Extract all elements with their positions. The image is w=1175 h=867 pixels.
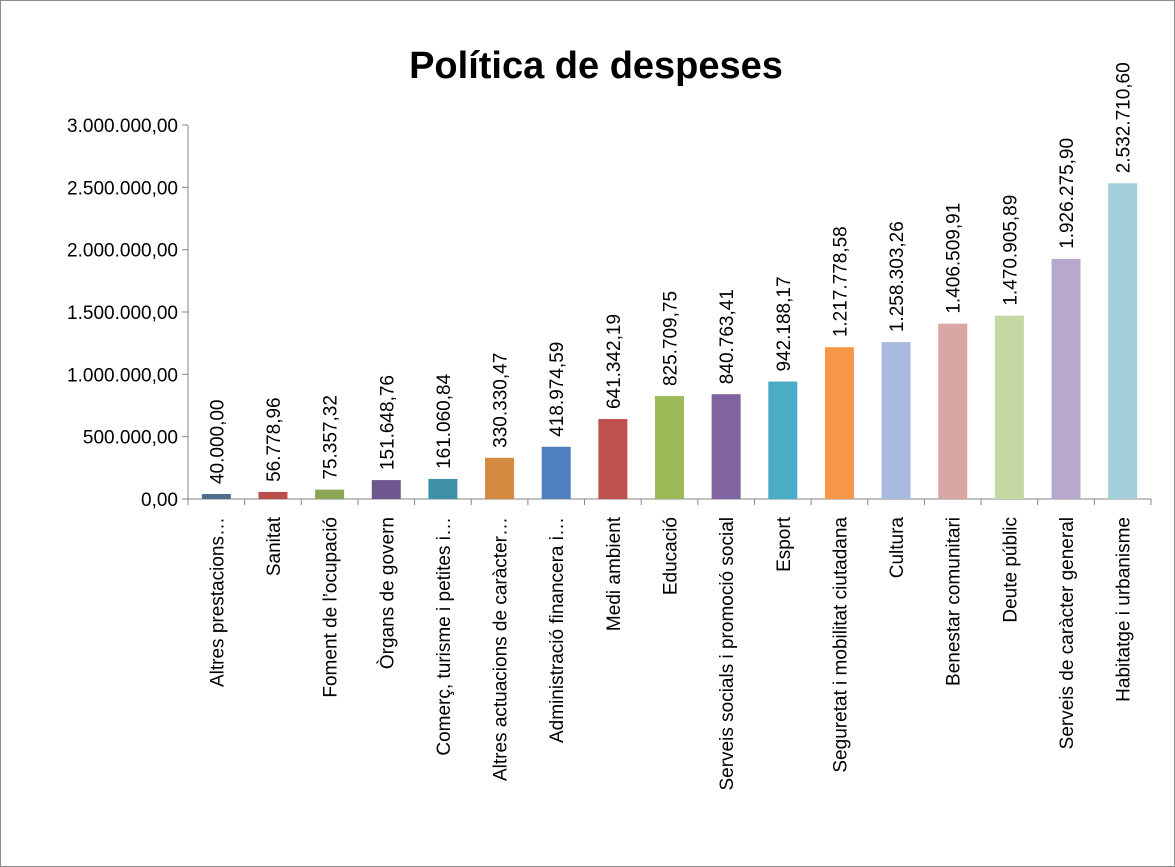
bar [994, 315, 1024, 499]
y-tick-label: 2.000.000,00 [67, 241, 178, 262]
x-tick-label: Esport [774, 516, 795, 572]
bar [1108, 183, 1138, 499]
data-label: 330.330,47 [491, 353, 512, 448]
bar [315, 489, 345, 499]
data-label: 2.532.710,60 [1114, 62, 1135, 173]
x-tick-label: Administració financera i… [547, 517, 568, 743]
bar [768, 381, 798, 499]
y-tick-label: 0,00 [141, 490, 178, 511]
bar [598, 419, 628, 499]
bars [201, 183, 1138, 499]
data-label: 161.060,84 [434, 373, 455, 469]
data-label: 1.470.905,89 [1000, 195, 1021, 306]
data-label: 40.000,00 [207, 399, 228, 484]
x-tick-label: Serveis de caràcter general [1057, 517, 1078, 749]
y-tick-label: 2.500.000,00 [67, 178, 178, 199]
bar [371, 480, 401, 499]
data-label: 1.217.778,58 [830, 226, 851, 337]
bar [258, 491, 288, 499]
data-label: 1.926.275,90 [1057, 138, 1078, 249]
y-axis: 0,00 500.000,00 1.000.000,00 1.500.000,00 2.… [67, 116, 189, 511]
x-tick-labels: Altres prestacions… Sanitat Foment de l’oc… [207, 516, 1134, 790]
x-tick-label: Serveis socials i promoció social [717, 517, 738, 791]
x-tick-label: Cultura [887, 517, 908, 579]
bar [938, 323, 968, 499]
data-label: 75.357,32 [321, 395, 342, 480]
x-tick-label: Seguretat i mobilitat ciutadana [830, 517, 851, 773]
y-tick-label: 3.000.000,00 [67, 116, 178, 137]
x-tick-label: Altres actuacions de caràcter… [491, 517, 512, 781]
data-label: 641.342,19 [604, 314, 625, 409]
data-label: 56.778,96 [264, 397, 285, 482]
x-tick-label: Educació [661, 517, 682, 595]
data-label: 825.709,75 [661, 291, 682, 386]
data-label: 942.188,17 [774, 276, 795, 371]
bar [1051, 258, 1081, 499]
data-label: 418.974,59 [547, 342, 568, 437]
bar [655, 396, 684, 499]
y-tick-label: 1.500.000,00 [67, 303, 178, 324]
x-tick-label: Medi ambient [604, 516, 625, 631]
x-tick-label: Sanitat [264, 516, 285, 576]
x-axis [187, 498, 1152, 505]
data-labels: 40.000,00 56.778,96 75.357,32 151.648,76 161… [207, 62, 1134, 484]
x-tick-label: Foment de l’ocupació [321, 517, 342, 698]
bar [485, 457, 515, 499]
bar [428, 478, 458, 499]
x-tick-label: Comerç, turisme i petites i… [434, 517, 455, 756]
x-tick-label: Òrgans de govern [376, 517, 398, 669]
bar [711, 394, 741, 499]
bar [881, 342, 911, 499]
x-tick-label: Benestar comunitari [944, 517, 965, 686]
bar [824, 347, 854, 499]
data-label: 1.406.509,91 [944, 203, 965, 314]
data-label: 1.258.303,26 [887, 221, 908, 332]
bar [541, 446, 571, 499]
x-tick-label: Altres prestacions… [207, 517, 228, 687]
bar [201, 494, 231, 499]
y-tick-label: 1.000.000,00 [67, 365, 178, 386]
chart-title: Política de despeses [409, 45, 783, 87]
data-label: 840.763,41 [717, 289, 738, 384]
x-tick-label: Deute públic [1000, 517, 1021, 623]
y-tick-label: 500.000,00 [83, 428, 178, 449]
data-label: 151.648,76 [377, 375, 398, 470]
x-tick-label: Habitatge i urbanisme [1114, 517, 1135, 702]
